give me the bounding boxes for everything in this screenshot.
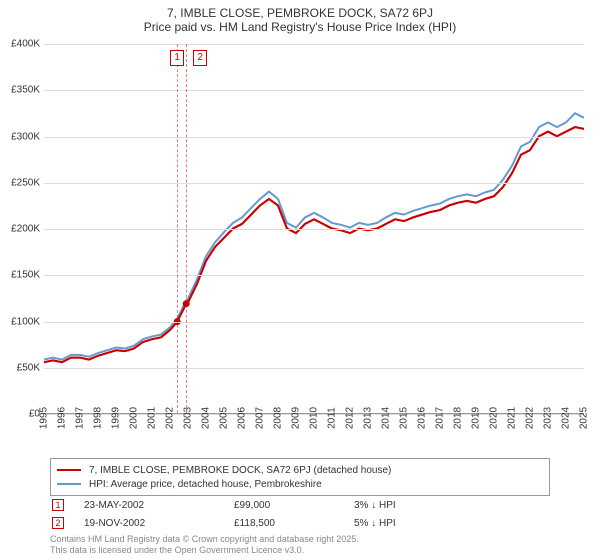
x-tick-label: 1998 [93, 407, 104, 429]
gridline [44, 322, 584, 323]
series-line [44, 127, 584, 362]
x-tick-label: 2024 [561, 407, 572, 429]
gridline [44, 90, 584, 91]
x-tick-label: 2023 [543, 407, 554, 429]
y-tick-label: £400K [11, 39, 44, 50]
x-tick-label: 1997 [75, 407, 86, 429]
event-row: 1 23-MAY-2002 £99,000 3% ↓ HPI [50, 496, 550, 514]
event-price: £99,000 [234, 500, 354, 511]
chart-container: 7, IMBLE CLOSE, PEMBROKE DOCK, SA72 6PJ … [0, 0, 600, 560]
legend-label: HPI: Average price, detached house, Pemb… [89, 479, 322, 490]
footer-attribution: Contains HM Land Registry data © Crown c… [50, 534, 359, 556]
event-row: 2 19-NOV-2002 £118,500 5% ↓ HPI [50, 514, 550, 532]
marker-box: 1 [170, 50, 184, 66]
legend-item: HPI: Average price, detached house, Pemb… [57, 477, 543, 491]
footer-line: Contains HM Land Registry data © Crown c… [50, 534, 359, 545]
x-tick-label: 2020 [489, 407, 500, 429]
gridline [44, 275, 584, 276]
legend-swatch [57, 469, 81, 471]
x-tick-label: 2012 [345, 407, 356, 429]
x-tick-label: 2014 [381, 407, 392, 429]
gridline [44, 183, 584, 184]
x-tick-label: 2017 [435, 407, 446, 429]
marker-box: 2 [193, 50, 207, 66]
event-date: 23-MAY-2002 [84, 500, 234, 511]
x-tick-label: 2004 [201, 407, 212, 429]
gridline [44, 368, 584, 369]
x-tick-label: 2025 [579, 407, 590, 429]
legend-swatch [57, 483, 81, 485]
gridline [44, 44, 584, 45]
x-tick-label: 1996 [57, 407, 68, 429]
x-tick-label: 2011 [327, 407, 338, 429]
chart-subtitle: Price paid vs. HM Land Registry's House … [0, 20, 600, 34]
x-tick-label: 2006 [237, 407, 248, 429]
x-tick-label: 2009 [291, 407, 302, 429]
y-tick-label: £350K [11, 85, 44, 96]
x-tick-label: 2005 [219, 407, 230, 429]
x-axis-labels: 1995199619971998199920002001200220032004… [44, 414, 584, 454]
x-tick-label: 2022 [525, 407, 536, 429]
x-tick-label: 2001 [147, 407, 158, 429]
y-tick-label: £100K [11, 316, 44, 327]
marker-line [177, 44, 178, 413]
x-tick-label: 2008 [273, 407, 284, 429]
y-tick-label: £250K [11, 177, 44, 188]
event-delta: 5% ↓ HPI [354, 518, 454, 529]
legend-item: 7, IMBLE CLOSE, PEMBROKE DOCK, SA72 6PJ … [57, 463, 543, 477]
y-tick-label: £150K [11, 270, 44, 281]
x-tick-label: 2015 [399, 407, 410, 429]
event-marker-box: 2 [52, 517, 64, 529]
legend-label: 7, IMBLE CLOSE, PEMBROKE DOCK, SA72 6PJ … [89, 465, 391, 476]
x-tick-label: 2013 [363, 407, 374, 429]
event-marker-box: 1 [52, 499, 64, 511]
plot-area: £0£50K£100K£150K£200K£250K£300K£350K£400… [44, 44, 584, 414]
y-tick-label: £50K [17, 362, 44, 373]
x-tick-label: 2019 [471, 407, 482, 429]
event-date: 19-NOV-2002 [84, 518, 234, 529]
chart-title: 7, IMBLE CLOSE, PEMBROKE DOCK, SA72 6PJ [0, 6, 600, 20]
y-tick-label: £300K [11, 131, 44, 142]
y-tick-label: £200K [11, 224, 44, 235]
event-price: £118,500 [234, 518, 354, 529]
event-delta: 3% ↓ HPI [354, 500, 454, 511]
x-tick-label: 2018 [453, 407, 464, 429]
series-line [44, 127, 584, 362]
footer-line: This data is licensed under the Open Gov… [50, 545, 359, 556]
x-tick-label: 2000 [129, 407, 140, 429]
gridline [44, 229, 584, 230]
marker-line [186, 44, 187, 413]
legend-box: 7, IMBLE CLOSE, PEMBROKE DOCK, SA72 6PJ … [50, 458, 550, 496]
x-tick-label: 2016 [417, 407, 428, 429]
events-table: 1 23-MAY-2002 £99,000 3% ↓ HPI 2 19-NOV-… [50, 496, 550, 532]
title-block: 7, IMBLE CLOSE, PEMBROKE DOCK, SA72 6PJ … [0, 0, 600, 34]
x-tick-label: 2007 [255, 407, 266, 429]
x-tick-label: 2021 [507, 407, 518, 429]
x-tick-label: 1999 [111, 407, 122, 429]
x-tick-label: 1995 [39, 407, 50, 429]
series-line [44, 113, 584, 359]
x-tick-label: 2010 [309, 407, 320, 429]
x-tick-label: 2002 [165, 407, 176, 429]
gridline [44, 137, 584, 138]
x-tick-label: 2003 [183, 407, 194, 429]
